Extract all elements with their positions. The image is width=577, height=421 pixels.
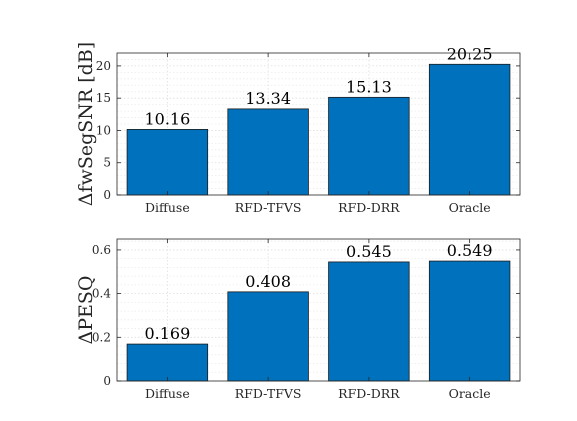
y-tick-label: 0.2 <box>92 330 111 344</box>
data-label: 15.13 <box>346 77 392 96</box>
bar-oracle <box>428 63 511 196</box>
axes-frame <box>116 238 521 382</box>
x-tick-label: Diffuse <box>145 386 190 401</box>
bar-rfd-drr <box>328 96 410 196</box>
bar-diffuse <box>126 129 209 196</box>
x-tick-label: RFD-DRR <box>338 200 400 215</box>
data-label: 0.545 <box>346 242 392 261</box>
y-tick-label: 5 <box>103 156 111 170</box>
y-axis-title: ΔPESQ <box>75 276 97 345</box>
data-label: 10.16 <box>144 109 190 128</box>
data-label: 0.549 <box>447 241 493 260</box>
x-tick-label: Oracle <box>449 200 491 215</box>
bar-rfd-drr <box>328 261 410 382</box>
x-tick-label: RFD-TFVS <box>235 200 302 215</box>
y-tick-label: 20 <box>96 59 111 73</box>
axes-frame <box>116 52 521 196</box>
y-axis-title: ΔfwSegSNR [dB] <box>75 42 97 206</box>
data-label: 13.34 <box>245 89 291 108</box>
x-tick-label: Diffuse <box>145 200 190 215</box>
bar-rfd-tfvs <box>227 108 309 196</box>
x-tick-label: Oracle <box>449 386 491 401</box>
y-tick-label: 15 <box>96 91 111 105</box>
data-label: 0.169 <box>144 324 190 343</box>
bar-rfd-tfvs <box>227 291 309 382</box>
y-tick-label: 0.6 <box>92 243 111 257</box>
bar-oracle <box>428 260 511 382</box>
y-tick-label: 0 <box>103 374 111 388</box>
y-tick-label: 0 <box>103 188 111 202</box>
y-tick-label: 10 <box>96 123 111 137</box>
x-tick-label: RFD-TFVS <box>235 386 302 401</box>
bar-diffuse <box>126 343 209 382</box>
data-label: 0.408 <box>245 272 291 291</box>
y-tick-label: 0.4 <box>92 287 111 301</box>
chart-pesq: 0.169 0.408 0.545 0.549 0 0.2 0.4 0.6 Diffuse RFD… <box>75 238 521 401</box>
x-tick-label: RFD-DRR <box>338 386 400 401</box>
